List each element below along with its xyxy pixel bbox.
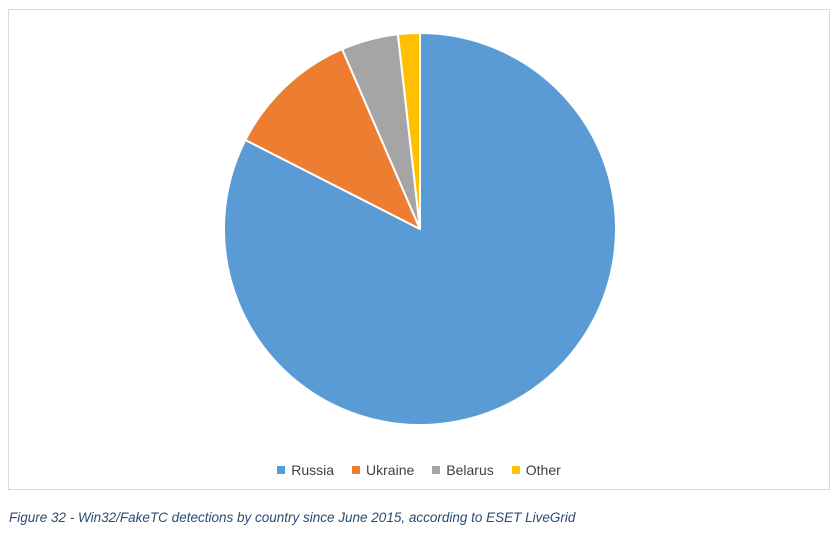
figure-caption: Figure 32 - Win32/FakeTC detections by c…	[9, 510, 576, 525]
legend-swatch	[277, 466, 286, 474]
chart-legend: Russia Ukraine Belarus Other	[9, 462, 829, 478]
legend-label: Belarus	[446, 462, 494, 478]
legend-swatch	[352, 466, 361, 474]
pie-slice-russia	[223, 32, 617, 426]
pie-slice-other	[396, 32, 421, 230]
legend-item-ukraine: Ukraine	[352, 462, 414, 478]
legend-item-russia: Russia	[277, 462, 334, 478]
legend-swatch	[432, 466, 441, 474]
legend-label: Russia	[291, 462, 335, 478]
legend-label: Other	[525, 462, 561, 478]
pie-slice-ukraine	[244, 48, 421, 230]
legend-swatch	[511, 466, 520, 474]
legend-item-belarus: Belarus	[432, 462, 494, 478]
legend-item-other: Other	[511, 462, 561, 478]
pie-chart	[223, 32, 617, 426]
chart-area: Russia Ukraine Belarus Other	[8, 9, 830, 490]
legend-label: Ukraine	[366, 462, 415, 478]
